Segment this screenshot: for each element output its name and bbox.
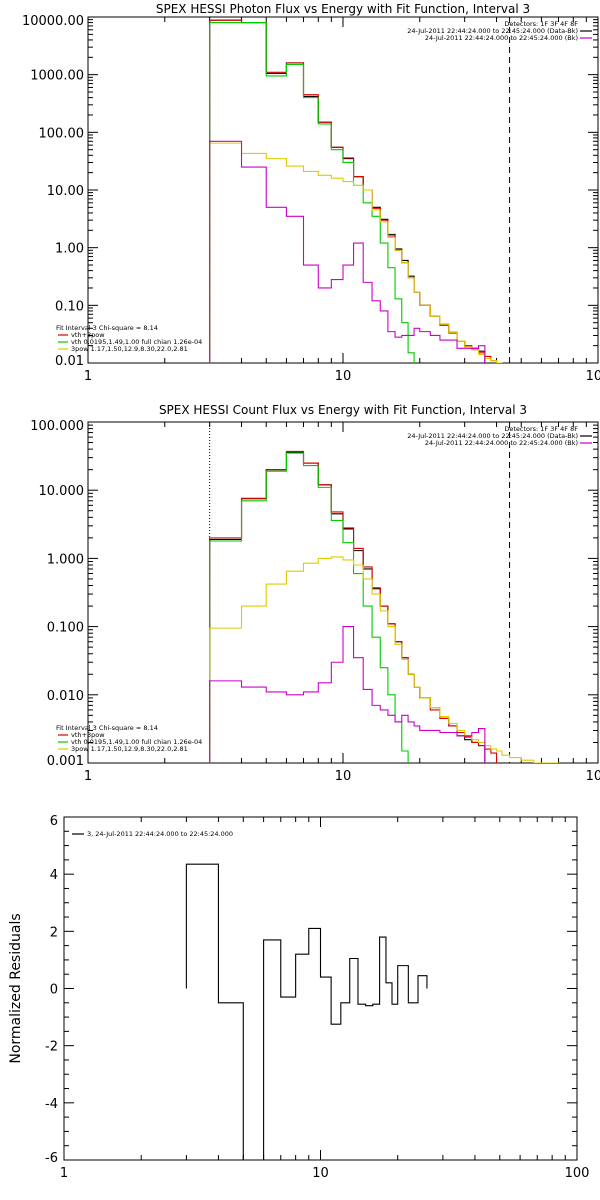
y-tick-label: 0.01 <box>55 354 84 369</box>
chart-panel-3: 1 10 100 -6 -4 -2 0 2 4 6 Normalized Residuals 3, 2… <box>8 814 589 1181</box>
y-tick-label: 100.000 <box>30 419 84 434</box>
legend-entry: Detectors: 1F 3F 4F 8F <box>504 20 578 28</box>
legend-entry: Fit Interval 3 Chi-square = 8.14 <box>56 324 158 332</box>
y-tick-label: 1000.00 <box>30 69 84 84</box>
x-tick-label: 1 <box>84 769 92 784</box>
x-tick-label: 100 <box>586 369 600 384</box>
legend-entry: 24-Jul-2011 22:44:24.000 to 22:45:24.000… <box>425 34 578 42</box>
y-tick-label: 0.10 <box>55 299 84 314</box>
y-tick-label: 10.00 <box>47 184 84 199</box>
x-tick-label: 100 <box>565 1166 590 1181</box>
x-tick-label: 100 <box>586 769 600 784</box>
y-tick-label: 1.000 <box>47 552 84 567</box>
legend-entry: 24-Jul-2011 22:44:24.000 to 22:45:24.000… <box>407 432 578 440</box>
legend-entry: Fit Interval 3 Chi-square = 8.14 <box>56 724 158 732</box>
y-tick-label: 2 <box>50 925 58 940</box>
legend-entry: vth 0.0195,1.49,1.00 full chian 1.26e-04 <box>71 338 202 346</box>
y-tick-label: 6 <box>50 814 58 829</box>
y-axis-label: Normalized Residuals <box>8 913 24 1063</box>
y-tick-label: 10.000 <box>39 484 85 499</box>
legend-entry: Detectors: 1F 3F 4F 8F <box>504 425 578 433</box>
y-tick-label: 0.010 <box>47 689 84 704</box>
x-tick-label: 10 <box>312 1166 329 1181</box>
y-tick-label: 0.001 <box>47 754 84 769</box>
y-tick-label: 100.00 <box>39 126 85 141</box>
x-tick-label: 10 <box>335 369 352 384</box>
series-3pow <box>209 556 560 763</box>
y-tick-label: -2 <box>45 1040 58 1055</box>
series-vth <box>209 22 415 363</box>
series-vth-3pow <box>209 19 498 363</box>
plot-frame <box>87 16 599 364</box>
legend-entry: vth 0.0195,1.49,1.00 full chian 1.26e-04 <box>71 738 202 746</box>
series-data-bk <box>209 19 486 363</box>
chart-panel-1: SPEX HESSI Photon Flux vs Energy with Fi… <box>22 2 600 384</box>
chart-title: SPEX HESSI Count Flux vs Energy with Fit… <box>159 403 527 417</box>
x-tick-label: 1 <box>60 1166 68 1181</box>
legend-entry: vth+3pow <box>71 731 105 739</box>
y-tick-label: 10000.00 <box>22 14 84 29</box>
chart-panel-2: SPEX HESSI Count Flux vs Energy with Fit… <box>30 403 600 784</box>
y-tick-label: 0 <box>50 983 58 998</box>
legend-entry: 3, 24-Jul-2011 22:44:24.000 to 22:45:24.… <box>87 830 233 838</box>
legend-entry: 3pow 1.17,1.50,12.9,8.30,22.0,2.81 <box>71 345 188 353</box>
series-3-24-jul-2011-22-44-24-000-to-22-45-24-000 <box>185 863 428 1160</box>
x-tick-label: 10 <box>335 769 352 784</box>
plot-frame <box>87 421 599 764</box>
legend-entry: 24-Jul-2011 22:44:24.000 to 22:45:24.000… <box>407 27 578 35</box>
series-bk <box>209 140 486 363</box>
y-tick-label: 4 <box>50 868 58 883</box>
x-tick-label: 1 <box>84 369 92 384</box>
y-tick-label: -4 <box>45 1097 58 1112</box>
legend-entry: vth+3pow <box>71 331 105 339</box>
chart-title: SPEX HESSI Photon Flux vs Energy with Fi… <box>156 2 530 16</box>
series-bk <box>209 626 486 763</box>
y-tick-label: -6 <box>45 1151 58 1166</box>
legend-entry: 24-Jul-2011 22:44:24.000 to 22:45:24.000… <box>425 439 578 447</box>
legend-entry: 3pow 1.17,1.50,12.9,8.30,22.0,2.81 <box>71 745 188 753</box>
y-tick-label: 0.100 <box>47 621 84 636</box>
series-3pow <box>209 142 503 363</box>
plot-frame <box>63 816 578 1161</box>
series-vth-3pow <box>209 450 498 763</box>
y-tick-label: 1.00 <box>55 242 84 257</box>
series-data-bk <box>209 451 486 763</box>
series-vth <box>209 452 409 763</box>
